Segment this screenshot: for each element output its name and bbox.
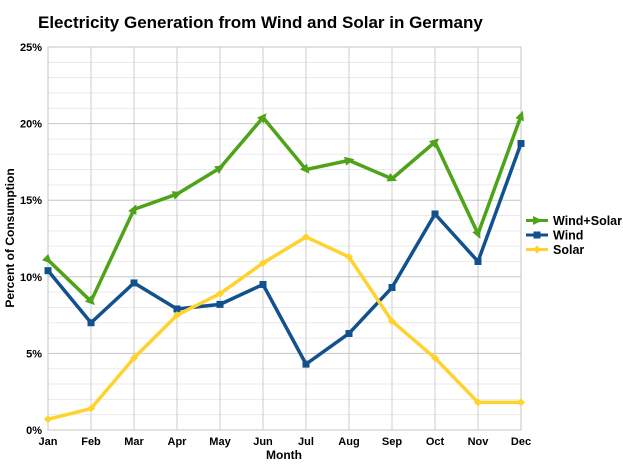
arrow-marker-icon	[472, 228, 481, 239]
arrow-marker-icon	[386, 173, 398, 182]
x-axis-title: Month	[266, 448, 302, 462]
arrow-marker-icon	[214, 165, 225, 174]
x-tick-label: Oct	[426, 436, 445, 448]
legend-item-wind-solar: Wind+Solar	[526, 214, 622, 228]
x-tick-label: Jul	[298, 436, 314, 448]
x-tick-label: Aug	[338, 436, 359, 448]
x-tick-label: Sep	[382, 436, 402, 448]
legend-item-wind: Wind	[526, 229, 583, 243]
x-tick-label: Apr	[168, 436, 188, 448]
diamond-marker-icon	[216, 289, 224, 298]
square-marker-icon	[259, 280, 267, 288]
series-wind-solar	[41, 110, 524, 306]
series-wind	[44, 140, 525, 368]
series-line	[46, 141, 523, 366]
arrow-marker-icon	[171, 191, 183, 200]
arrow-marker-icon	[515, 110, 524, 122]
y-axis-title: Percent of Consumption	[3, 168, 17, 307]
square-marker-icon	[345, 329, 353, 337]
legend-item-solar: Solar	[526, 243, 584, 257]
square-marker-icon	[388, 284, 396, 292]
y-tick-label: 0%	[26, 425, 42, 437]
x-tick-label: Dec	[511, 436, 531, 448]
legend-label: Wind+Solar	[553, 214, 622, 228]
legend-label: Solar	[553, 243, 584, 257]
square-marker-icon	[533, 231, 541, 239]
diamond-marker-icon	[517, 398, 525, 407]
arrow-marker-icon	[128, 204, 137, 215]
y-tick-label: 5%	[26, 348, 42, 360]
diamond-marker-icon	[130, 353, 138, 362]
square-marker-icon	[130, 279, 138, 287]
square-marker-icon	[431, 210, 439, 218]
square-marker-icon	[474, 257, 482, 265]
arrow-marker-icon	[344, 156, 355, 166]
square-marker-icon	[44, 267, 52, 275]
x-tick-label: Feb	[81, 436, 101, 448]
series-solar	[44, 232, 525, 424]
diamond-marker-icon	[173, 311, 181, 320]
plot-border	[47, 46, 522, 431]
square-marker-icon	[302, 360, 310, 368]
arrow-marker-icon	[429, 138, 440, 149]
y-tick-label: 20%	[20, 119, 42, 131]
arrow-marker-icon	[256, 113, 267, 124]
arrow-marker-icon	[299, 163, 310, 174]
arrow-marker-icon	[41, 253, 52, 264]
y-tick-label: 25%	[20, 42, 42, 54]
x-tick-label: Mar	[124, 436, 144, 448]
diamond-marker-icon	[388, 317, 396, 326]
gridlines	[47, 46, 522, 431]
diamond-marker-icon	[345, 252, 353, 261]
square-marker-icon	[517, 140, 525, 148]
series-line	[46, 235, 523, 422]
diamond-marker-icon	[302, 232, 310, 241]
square-marker-icon	[216, 300, 224, 308]
x-tick-label: Nov	[468, 436, 490, 448]
series-line	[46, 114, 523, 304]
arrow-marker-icon	[84, 295, 95, 306]
y-tick-label: 15%	[20, 195, 42, 207]
axis-ticks: 0% 5% 10% 15% 20% 25% Jan Feb Mar Apr May Jun Jul Aug…	[20, 42, 531, 448]
diamond-marker-icon	[259, 259, 267, 268]
square-marker-icon	[173, 305, 181, 313]
diamond-marker-icon	[87, 404, 95, 413]
legend-label: Wind	[553, 229, 583, 243]
diamond-marker-icon	[431, 353, 439, 362]
chart-title: Electricity Generation from Wind and Sol…	[38, 13, 483, 32]
x-tick-label: Jan	[39, 436, 58, 448]
x-tick-label: May	[209, 436, 231, 448]
square-marker-icon	[87, 319, 95, 327]
y-tick-label: 10%	[20, 272, 42, 284]
diamond-marker-icon	[533, 245, 541, 254]
diamond-marker-icon	[474, 398, 482, 407]
x-tick-label: Jun	[253, 436, 273, 448]
arrow-marker-icon	[533, 216, 543, 225]
diamond-marker-icon	[44, 415, 52, 424]
